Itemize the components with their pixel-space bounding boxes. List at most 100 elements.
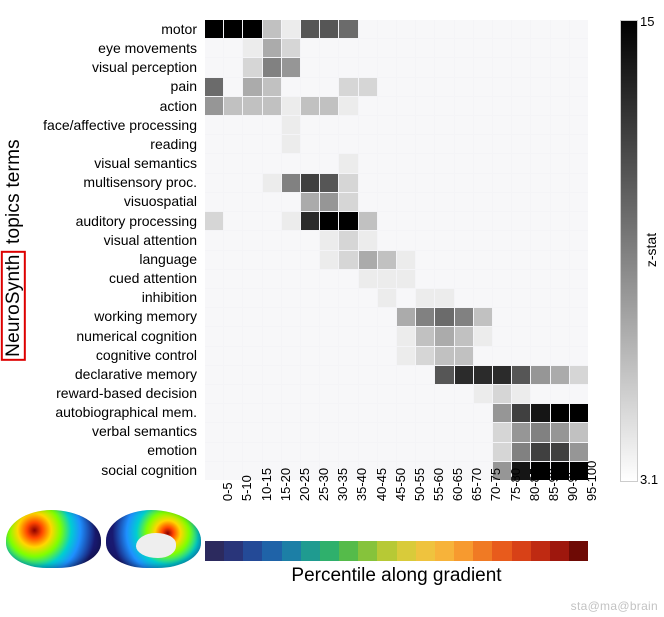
heatmap-cell [320,404,338,422]
heatmap-cell [378,443,396,461]
heatmap-cell [531,212,549,230]
heatmap-cell [551,423,569,441]
heatmap-cell [359,39,377,57]
heatmap-cell [243,385,261,403]
colorbar-step [492,541,511,561]
heatmap-cell [570,97,588,115]
heatmap-cell [512,174,530,192]
heatmap-cell [455,193,473,211]
heatmap-cell [301,193,319,211]
row-label: social cognition [30,461,201,480]
heatmap-cell [282,347,300,365]
heatmap-cell [416,20,434,38]
heatmap-cell [378,135,396,153]
heatmap-cell [435,347,453,365]
heatmap-cell [224,423,242,441]
heatmap-cell [205,78,223,96]
heatmap-cell [282,39,300,57]
heatmap-cell [224,308,242,326]
heatmap-cell [493,58,511,76]
heatmap-cell [224,385,242,403]
heatmap-cell [224,135,242,153]
heatmap-cell [263,78,281,96]
heatmap-cell [435,251,453,269]
heatmap-cell [263,404,281,422]
heatmap-cell [416,193,434,211]
column-label: 45-50 [393,482,408,501]
colorbar-step [243,541,262,561]
brain-medial-icon [106,510,201,568]
column-label: 80-85 [527,482,542,501]
heatmap-cell [320,327,338,345]
brain-lateral-icon [6,510,101,568]
heatmap-cell [570,231,588,249]
heatmap-cell [263,270,281,288]
heatmap-cell [263,174,281,192]
heatmap-cell [455,385,473,403]
heatmap-cell [493,327,511,345]
heatmap-cell [320,423,338,441]
heatmap-cell [359,116,377,134]
heatmap-cell [474,385,492,403]
heatmap-cell [551,443,569,461]
heatmap-cell [378,116,396,134]
watermark: sta@ma@brain [571,599,658,613]
heatmap-cell [493,251,511,269]
heatmap-cell [455,443,473,461]
heatmap-cell [243,308,261,326]
heatmap-cell [493,135,511,153]
heatmap-cell [320,193,338,211]
heatmap-cell [282,443,300,461]
heatmap-cell [435,78,453,96]
heatmap-cell [205,270,223,288]
heatmap-cell [416,347,434,365]
heatmap-cell [416,39,434,57]
heatmap-cell [551,366,569,384]
column-label: 75-80 [508,482,523,501]
heatmap-cell [282,154,300,172]
heatmap-cell [435,366,453,384]
heatmap-cell [224,327,242,345]
heatmap-cell [243,116,261,134]
heatmap-cell [397,366,415,384]
y-axis-label-highlight: NeuroSynth [1,250,26,360]
heatmap-cell [263,289,281,307]
heatmap-cell [301,423,319,441]
heatmap-cell [243,20,261,38]
heatmap-cell [320,78,338,96]
heatmap-cell [455,251,473,269]
heatmap-cell [512,385,530,403]
heatmap-cell [282,78,300,96]
heatmap-cell [263,366,281,384]
heatmap-cell [570,385,588,403]
heatmap-cell [301,154,319,172]
heatmap-cell [416,116,434,134]
heatmap-cell [282,212,300,230]
heatmap-cell [205,308,223,326]
heatmap-cell [474,308,492,326]
heatmap-cell [531,20,549,38]
column-label: 35-40 [354,482,369,501]
heatmap-cell [551,116,569,134]
colorbar-step [454,541,473,561]
heatmap-cell [455,135,473,153]
heatmap-cell [243,154,261,172]
row-label: auditory processing [30,212,201,231]
heatmap-cell [378,423,396,441]
heatmap-cell [570,212,588,230]
heatmap-cell [551,385,569,403]
heatmap-cell [224,251,242,269]
column-label: 25-30 [316,482,331,501]
row-label: emotion [30,441,201,460]
heatmap-cell [378,193,396,211]
heatmap-cell [551,327,569,345]
heatmap-cell [205,423,223,441]
colorbar-step [282,541,301,561]
heatmap-cell [512,231,530,249]
heatmap-cell [435,423,453,441]
heatmap-cell [378,270,396,288]
column-label: 50-55 [412,482,427,501]
heatmap-cell [493,270,511,288]
heatmap-cell [493,20,511,38]
heatmap-cell [493,231,511,249]
